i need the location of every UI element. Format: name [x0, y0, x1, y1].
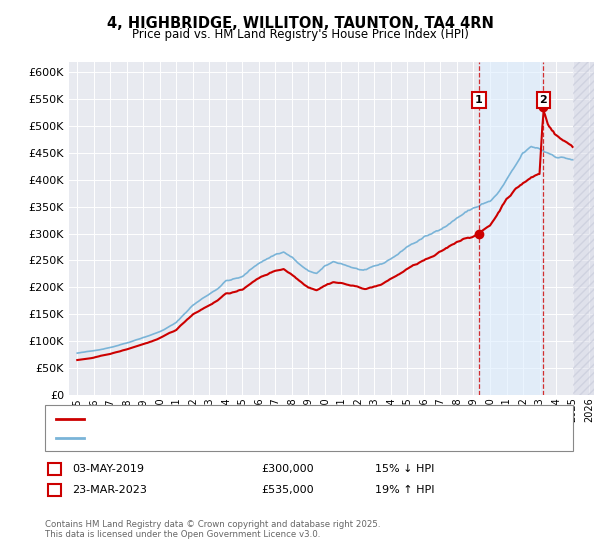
Text: 1: 1 — [475, 95, 483, 105]
Text: 15% ↓ HPI: 15% ↓ HPI — [375, 464, 434, 474]
Text: 2: 2 — [51, 485, 58, 495]
Text: £300,000: £300,000 — [261, 464, 314, 474]
Text: 1: 1 — [51, 464, 58, 474]
Text: 4, HIGHBRIDGE, WILLITON, TAUNTON, TA4 4RN: 4, HIGHBRIDGE, WILLITON, TAUNTON, TA4 4R… — [107, 16, 493, 31]
Text: £535,000: £535,000 — [261, 485, 314, 495]
Text: 19% ↑ HPI: 19% ↑ HPI — [375, 485, 434, 495]
Text: Contains HM Land Registry data © Crown copyright and database right 2025.
This d: Contains HM Land Registry data © Crown c… — [45, 520, 380, 539]
Text: Price paid vs. HM Land Registry's House Price Index (HPI): Price paid vs. HM Land Registry's House … — [131, 28, 469, 41]
Text: HPI: Average price, detached house, Somerset: HPI: Average price, detached house, Some… — [88, 433, 331, 443]
Text: 4, HIGHBRIDGE, WILLITON, TAUNTON, TA4 4RN (detached house): 4, HIGHBRIDGE, WILLITON, TAUNTON, TA4 4R… — [88, 414, 427, 424]
Bar — [572, 62, 594, 395]
Bar — [479, 62, 544, 395]
Text: 23-MAR-2023: 23-MAR-2023 — [72, 485, 147, 495]
Text: 03-MAY-2019: 03-MAY-2019 — [72, 464, 144, 474]
Text: 2: 2 — [539, 95, 547, 105]
